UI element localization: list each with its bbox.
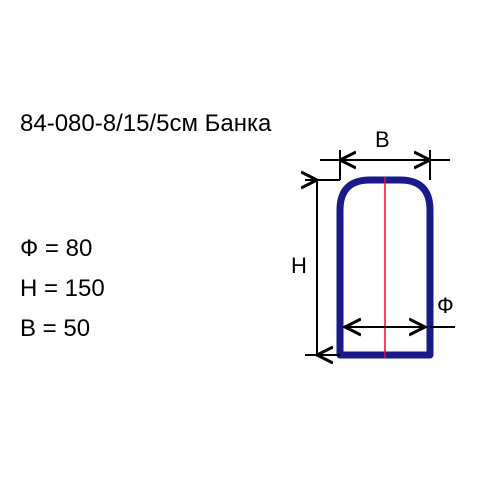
param-h: H = 150	[20, 275, 105, 303]
dim-label-phi: Ф	[437, 293, 454, 319]
param-phi: Ф = 80	[20, 235, 92, 263]
product-title: 84-080-8/15/5см Банка	[20, 110, 271, 138]
dim-label-b: B	[375, 127, 390, 153]
dim-label-h: H	[291, 253, 307, 279]
jar-diagram: B H Ф	[245, 115, 455, 395]
param-b: B = 50	[20, 315, 90, 343]
